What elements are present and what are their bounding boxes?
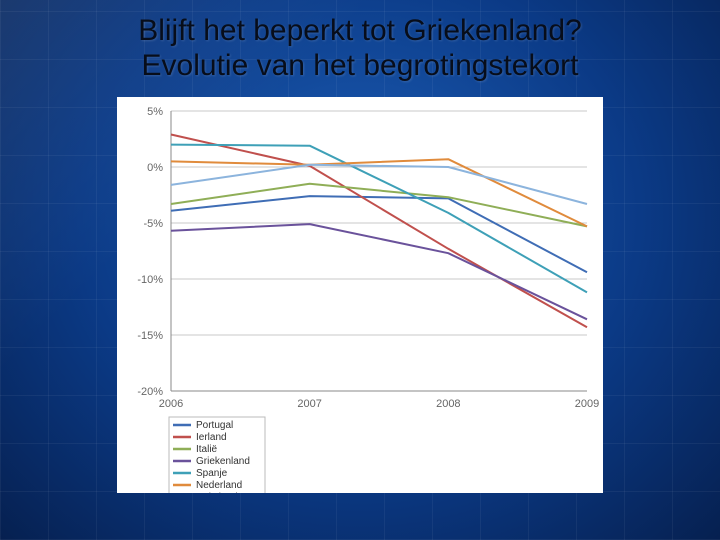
y-tick-label: -20% (137, 386, 163, 398)
slide: Blijft het beperkt tot Griekenland? Evol… (0, 0, 720, 540)
slide-title: Blijft het beperkt tot Griekenland? Evol… (138, 14, 582, 83)
deficit-chart: 5% 0% -5% -10% -15% -20%2006 2007 2008 2009 Portu… (117, 97, 603, 493)
legend-label: Duitsland (196, 492, 238, 493)
x-tick-label: 2007 (297, 398, 321, 410)
y-tick-label: -5% (143, 218, 163, 230)
y-tick-label: -15% (137, 330, 163, 342)
legend-label: Italië (196, 444, 218, 455)
legend-label: Ierland (196, 432, 227, 443)
y-tick-label: 0% (147, 162, 163, 174)
x-tick-label: 2009 (575, 398, 599, 410)
y-tick-label: 5% (147, 106, 163, 118)
legend-label: Nederland (196, 480, 242, 491)
legend-label: Spanje (196, 468, 228, 479)
legend-label: Griekenland (196, 456, 250, 467)
y-tick-label: -10% (137, 274, 163, 286)
x-tick-label: 2008 (436, 398, 460, 410)
title-line-1: Blijft het beperkt tot Griekenland? (138, 14, 582, 47)
line-chart-svg: 5% 0% -5% -10% -15% -20%2006 2007 2008 2009 Portu… (117, 97, 603, 493)
series-line (171, 159, 587, 226)
title-line-2: Evolutie van het begrotingstekort (142, 49, 579, 82)
legend-label: Portugal (196, 420, 233, 431)
x-tick-label: 2006 (159, 398, 183, 410)
